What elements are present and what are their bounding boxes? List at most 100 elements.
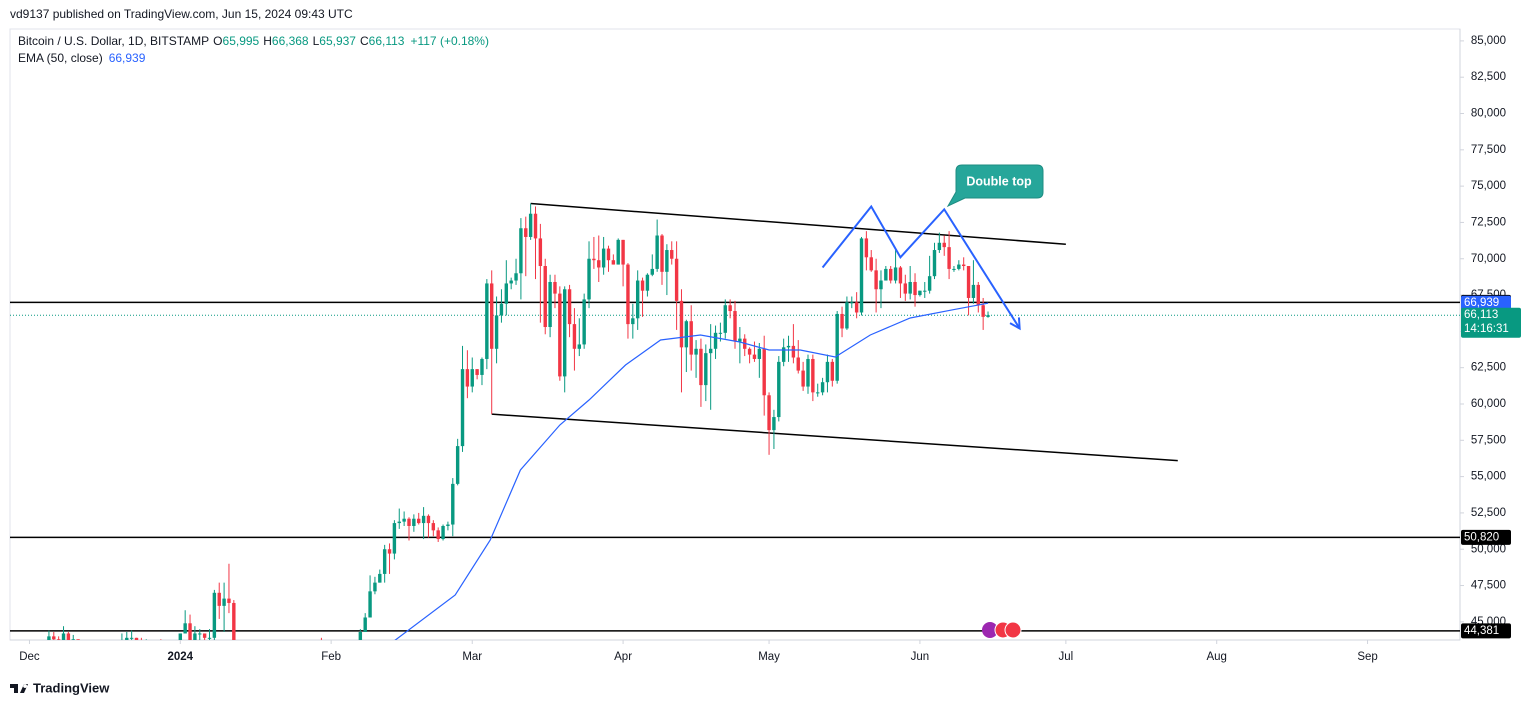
countdown: 14:16:31 [1464,323,1509,335]
candle-body [538,238,543,267]
candle-body [281,671,284,702]
candle-body [363,617,367,633]
x-tick-label: 2024 [168,651,194,663]
candle-body [679,300,684,348]
level-box [1461,623,1511,639]
candle-body [728,305,732,312]
candle-body [713,332,718,349]
candle-body [903,283,908,294]
candle-body [816,392,820,394]
candle-body [110,657,113,674]
candle-body [417,518,421,524]
candle-body [898,267,903,284]
candle-body [923,290,927,292]
candle-body [548,281,552,328]
ema-name: EMA (50, close) [18,51,103,65]
legend-value: 66,368 [272,34,309,48]
x-tick-label: May [758,651,780,663]
candle-body [704,353,708,386]
legend-value: 66,113 [369,34,405,48]
candle-body [626,264,630,325]
candle-body [952,268,956,270]
candle-body [947,247,951,269]
callout-text: Double top [966,174,1032,188]
legend-key: C [360,34,369,48]
candle-body [533,213,538,239]
y-tick-label: 55,000 [1471,471,1506,483]
candle-body [879,280,883,290]
candle-body [451,483,455,525]
candle-body [670,250,674,259]
candle-body [874,270,878,290]
callout: Double top [946,164,1044,208]
legend-value: 65,995 [223,34,260,48]
candle-body [582,299,586,345]
y-tick-label: 50,000 [1471,543,1506,555]
candle-body [747,348,752,355]
candle-body [981,305,985,317]
trendline [491,413,1178,462]
publisher: vd9137 published on TradingView.com, Jun… [10,7,353,21]
level-box [1461,529,1511,545]
x-tick-label: Jun [911,651,930,663]
candle-body [159,645,162,657]
candle-body [835,313,839,381]
candle-body [193,633,197,640]
legend-value: 65,937 [319,34,356,48]
legend-key: L [313,34,320,48]
candle-body [942,242,946,248]
candle-body [431,523,436,531]
candle-body [689,321,693,355]
candle-body [392,523,397,554]
event-icon [1004,621,1022,639]
candle-body [854,302,859,313]
x-tick-label: Jul [1059,651,1074,663]
candle-body [426,515,431,524]
candle-body [621,239,625,265]
x-tick-label: Mar [462,651,482,663]
candle-body [514,273,518,281]
candle-body [349,655,352,656]
candle-body [470,369,474,387]
candle-body [850,302,854,304]
candle-body [101,663,104,667]
candle-body [76,639,80,640]
candle-body [81,673,84,677]
candle-body [665,250,669,272]
candle-body [509,280,513,284]
candle-body [961,264,966,267]
candle-body [169,664,172,665]
y-tick-label: 52,500 [1471,507,1506,519]
candle-body [558,293,562,377]
level-label: 44,381 [1464,625,1499,637]
candle-body [752,354,757,359]
candle-body [733,311,737,342]
candle-body [767,395,771,431]
candle-body [645,274,650,291]
candle-body [178,633,183,640]
candle-body [232,602,236,640]
candle-body [553,281,557,294]
candle-body [91,651,94,652]
candle-body [373,582,377,592]
candle-body [562,289,567,377]
y-tick-label: 85,000 [1471,35,1506,47]
legend-change: +117 (+0.18%) [410,34,489,48]
candle-body [869,257,873,271]
candle-body [125,637,129,640]
candle-body [86,652,89,672]
candle-body [859,238,864,313]
candle-body [825,361,830,383]
candle-body [781,347,786,362]
candle-body [791,345,796,358]
candle-body [247,658,250,670]
pattern-line [821,204,1021,329]
logo-mark [10,684,28,693]
candle-body [397,521,401,524]
last-price-box [1461,307,1521,338]
footer-logo: TradingView [10,680,110,695]
candle-body [889,268,893,281]
candle-body [708,348,713,354]
candle-body [971,284,976,298]
candle-body [291,693,294,697]
